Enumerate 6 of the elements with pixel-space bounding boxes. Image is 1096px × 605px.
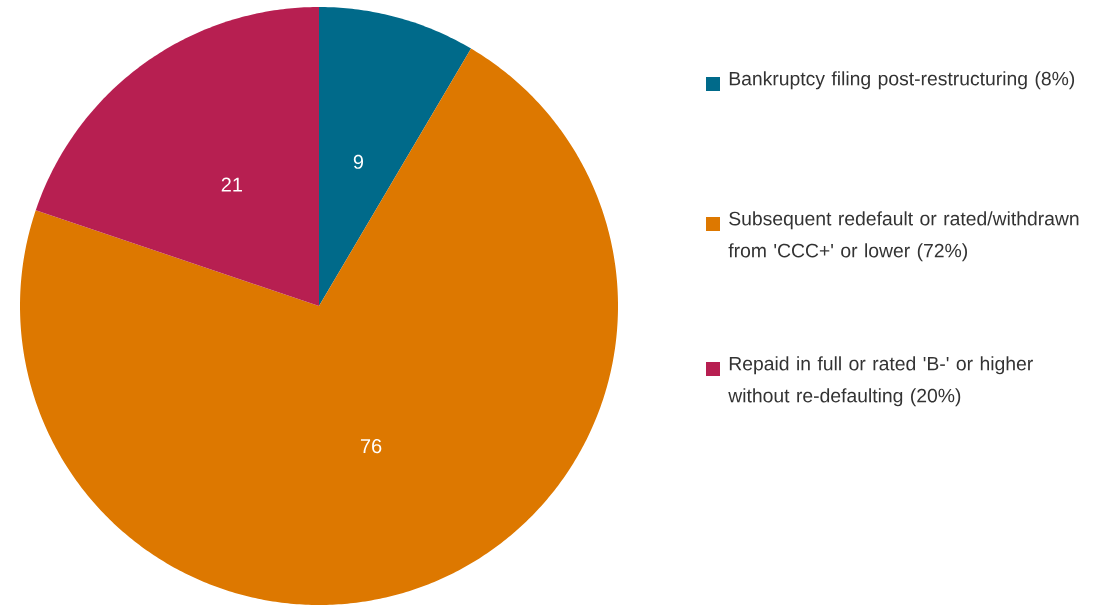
data-label: 9 <box>353 154 364 169</box>
legend-label: Repaid in full or rated 'B-' or higher without re-defaulting (20%) <box>728 356 1033 407</box>
legend-label: Bankruptcy filing post-restructuring (8%) <box>729 71 1075 90</box>
data-label: 76 <box>360 439 382 454</box>
data-label: 21 <box>221 177 242 192</box>
legend-label: Subsequent redefault or rated/withdrawn from 'CCC+' or lower (72%) <box>728 211 1079 262</box>
